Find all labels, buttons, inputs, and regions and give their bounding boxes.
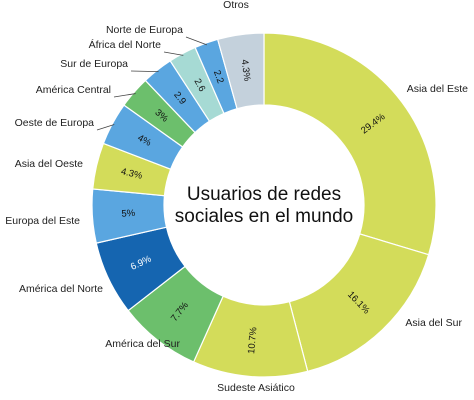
category-label-asia-del-oeste: Asia del Oeste [15, 158, 83, 170]
category-label-norte-de-europa: Norte de Europa [106, 24, 183, 36]
category-label-sudeste-asiatico: Sudeste Asiático [217, 382, 295, 394]
category-label-america-del-sur: América del Sur [105, 338, 180, 350]
value-label-asia-del-oeste: 4.3% [120, 166, 144, 182]
category-label-oeste-de-europa: Oeste de Europa [15, 117, 95, 129]
category-label-africa-del-norte: África del Norte [89, 38, 162, 51]
slice-otros [216, 32, 265, 110]
slice-asia-del-este [263, 32, 437, 256]
leader-line-norte-de-europa [185, 36, 208, 46]
value-label-europa-del-este: 5% [121, 208, 136, 220]
category-label-otros: Otros [223, 0, 249, 11]
chart-title-line-2: sociales en el mundo [175, 206, 354, 227]
value-label-sudeste-asiatico: 10.7% [246, 326, 259, 354]
value-label-norte-de-europa: 2.2 [211, 69, 226, 85]
category-label-asia-del-sur: Asia del Sur [405, 317, 462, 329]
leader-lines-layer [96, 36, 208, 131]
category-label-asia-del-este: Asia del Este [407, 83, 468, 95]
category-label-europa-del-este: Europa del Este [5, 215, 80, 227]
category-label-america-central: América Central [36, 84, 111, 96]
leader-line-sur-de-europa [130, 70, 159, 73]
category-labels-layer: Asia del Este Asia del Sur Sudeste Asiátic… [5, 0, 468, 394]
category-label-sur-de-europa: Sur de Europa [60, 58, 128, 70]
leader-line-oeste-de-europa [96, 124, 115, 131]
value-label-otros: 4.3% [239, 59, 253, 82]
leader-line-africa-del-norte [163, 51, 184, 56]
leader-line-america-central [113, 93, 136, 98]
chart-title-line-1: Usuarios de redes [187, 184, 341, 205]
slices-layer [91, 32, 437, 378]
category-label-america-del-norte: América del Norte [19, 283, 103, 295]
